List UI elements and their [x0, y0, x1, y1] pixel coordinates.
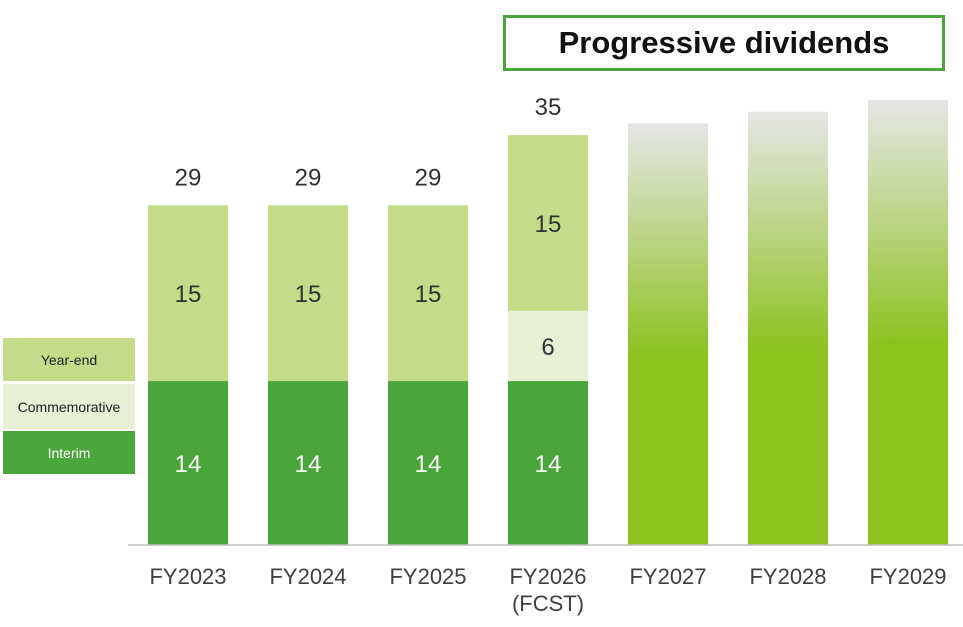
projected-bar-6 — [868, 100, 948, 545]
bar-commemorative-3 — [508, 310, 588, 382]
bar-year-end-0 — [148, 205, 228, 382]
total-label-3: 35 — [535, 94, 562, 121]
bar-interim-0 — [148, 381, 228, 545]
bar-label-interim-0: 14 — [175, 451, 202, 478]
x-tick-label-5: FY2028 — [749, 564, 826, 589]
bar-label-interim-3: 14 — [535, 451, 562, 478]
bar-year-end-3 — [508, 135, 588, 311]
x-tick-label-0: FY2023 — [149, 564, 226, 589]
bar-label-year-end-0: 15 — [175, 281, 202, 308]
total-label-0: 29 — [175, 164, 202, 191]
bar-label-year-end-2: 15 — [415, 281, 442, 308]
bar-interim-2 — [388, 381, 468, 545]
bar-year-end-2 — [388, 205, 468, 382]
legend-label-interim: Interim — [47, 444, 91, 461]
x-tick-label-6: FY2029 — [869, 564, 946, 589]
banner-text: Progressive dividends — [558, 25, 890, 60]
x-tick-label-1: FY2024 — [269, 564, 346, 589]
legend-year-end: Year-end — [3, 338, 135, 381]
legend-interim: Interim — [3, 431, 135, 474]
x-tick-label-2: FY2025 — [389, 564, 466, 589]
bar-label-commemorative-3: 6 — [541, 334, 554, 361]
bar-label-year-end-3: 15 — [535, 211, 562, 238]
bar-year-end-1 — [268, 205, 348, 382]
legend-label-commemorative: Commemorative — [17, 398, 121, 415]
x-tick-label-4: FY2027 — [629, 564, 706, 589]
x-tick-label-3: FY2026 — [509, 564, 586, 589]
bar-label-year-end-1: 15 — [295, 281, 322, 308]
total-label-2: 29 — [415, 164, 442, 191]
projected-bar-4 — [628, 123, 708, 545]
x-tick-label-3-sub: (FCST) — [512, 591, 584, 616]
projected-bar-5 — [748, 111, 828, 546]
bar-label-interim-2: 14 — [415, 451, 442, 478]
progressive-dividends-banner: Progressive dividends — [503, 15, 945, 71]
legend-label-year-end: Year-end — [40, 351, 98, 368]
legend-commemorative: Commemorative — [3, 384, 135, 429]
total-label-1: 29 — [295, 164, 322, 191]
bar-interim-3 — [508, 381, 588, 545]
bar-interim-1 — [268, 381, 348, 545]
bar-label-interim-1: 14 — [295, 451, 322, 478]
